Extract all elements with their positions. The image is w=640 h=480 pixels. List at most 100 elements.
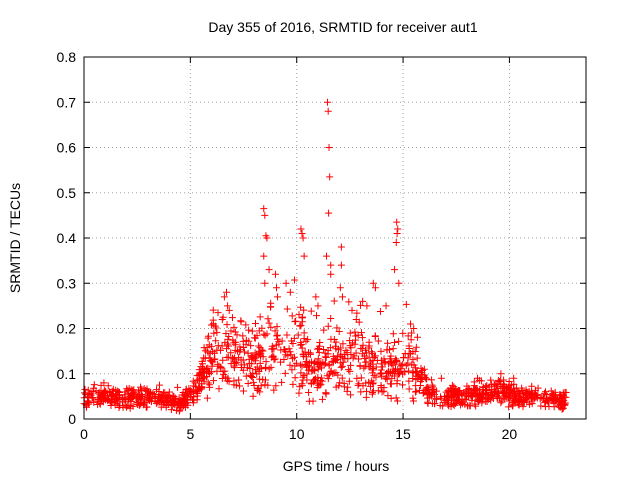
data-point [366,382,374,390]
data-point [436,401,444,409]
data-point [107,401,115,409]
data-point [332,383,340,391]
y-tick-label: 0.6 [57,140,77,156]
data-point [297,303,305,311]
data-point [314,365,322,373]
data-point [379,363,387,371]
data-point [227,327,235,335]
axis-ticks: 0 0.1 0.2 0.3 0.4 0.5 0.6 0.7 0.8 0 5 10 15 20 [57,49,586,442]
data-point [210,329,218,337]
data-point [453,398,461,406]
data-point [552,395,560,403]
data-point [288,312,296,320]
data-point [247,352,255,360]
data-point [144,387,152,395]
data-point [168,398,176,406]
grid-lines [84,57,586,419]
data-point [305,389,313,397]
data-point [219,356,227,364]
data-point [342,346,350,354]
data-point [158,397,166,405]
y-tick-label: 0.5 [57,185,77,201]
data-point [356,301,364,309]
data-point [377,347,385,355]
data-point [357,388,365,396]
data-point [530,393,538,401]
x-tick-label: 10 [289,426,305,442]
data-point [284,352,292,360]
data-point [215,385,223,393]
data-point [461,389,469,397]
data-point [386,380,394,388]
data-point [218,342,226,350]
data-point [324,98,332,106]
data-point [312,293,320,301]
data-point [143,390,151,398]
data-point [242,321,250,329]
data-point [104,382,112,390]
data-point [351,328,359,336]
data-point [338,374,346,382]
data-point [229,354,237,362]
data-point [372,373,380,381]
data-point [281,369,289,377]
data-point [220,371,228,379]
data-point [325,144,333,151]
data-point [289,355,297,363]
data-point [337,363,345,371]
data-point [330,369,338,377]
data-point [382,375,390,383]
data-point [231,328,239,336]
data-point [212,324,220,332]
data-point [409,356,417,364]
data-point [235,376,243,384]
data-point [334,346,342,354]
x-tick-label: 0 [80,426,88,442]
data-point [256,313,264,321]
data-point [296,322,304,330]
data-point [352,315,360,323]
data-point [322,252,330,260]
data-point [336,284,344,292]
data-point [428,376,436,384]
data-point [260,252,268,260]
data-point [496,377,504,385]
data-point [327,261,335,269]
data-point [350,352,358,360]
data-point [329,370,337,378]
data-point [365,338,373,346]
data-point [224,335,232,343]
data-point [265,365,273,373]
data-point [136,401,144,409]
data-point [163,392,171,400]
data-point [462,395,470,403]
data-point [298,344,306,352]
y-tick-label: 0.2 [57,321,77,337]
data-point [231,346,239,354]
data-point [401,350,409,358]
data-point [230,381,238,389]
data-point [344,355,352,363]
data-point [210,377,218,385]
data-point [537,393,545,401]
data-point [315,349,323,357]
data-point [318,374,326,382]
data-point [326,173,334,181]
data-point [323,372,331,380]
data-point [405,377,413,385]
data-point [254,384,262,392]
data-point [377,366,385,374]
data-point [471,400,479,408]
data-point [209,348,217,356]
data-point [260,205,268,213]
data-point [424,383,432,391]
data-point [220,293,228,301]
data-point [92,387,100,395]
data-point [363,302,371,310]
data-point [391,338,399,346]
data-point [96,388,104,396]
data-point [273,284,281,292]
data-point [239,387,247,395]
data-point [541,403,549,411]
data-point [355,380,363,388]
